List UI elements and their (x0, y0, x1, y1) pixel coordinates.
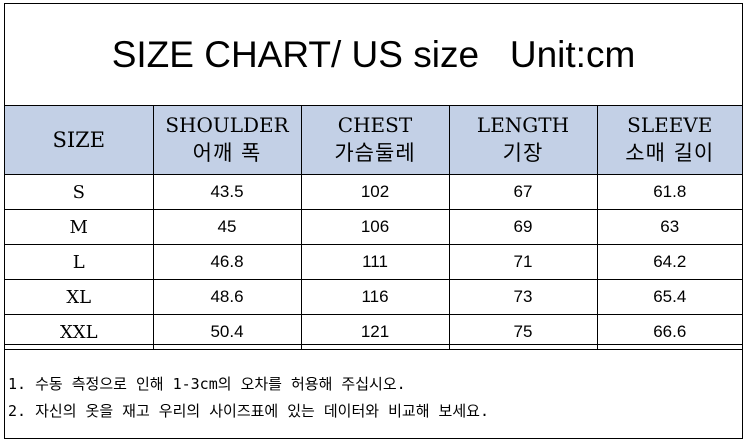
length-cell: 69 (448, 209, 598, 245)
length-cell: 67 (448, 174, 598, 210)
header-shoulder-ko: 어깨 폭 (192, 141, 262, 165)
size-cell: M (5, 209, 154, 245)
header-sleeve: SLEEVE 소매 길이 (596, 106, 742, 175)
chest-cell: 102 (300, 174, 450, 210)
size-cell: S (5, 174, 154, 210)
length-cell: 73 (448, 279, 598, 315)
table-row: XL 48.6 116 73 65.4 (5, 279, 742, 315)
table-row: M 45 106 69 63 (5, 209, 742, 245)
shoulder-cell: 45 (152, 209, 302, 245)
shoulder-cell: 43.5 (152, 174, 302, 210)
sleeve-cell: 61.8 (596, 174, 742, 210)
note-1: 1. 수동 측정으로 인해 1-3cm의 오차를 허용해 주십시오. (8, 375, 406, 393)
chart-title: SIZE CHART/ US size Unit:cm (5, 4, 742, 106)
size-chart: SIZE CHART/ US size Unit:cm SIZE SHOULDE… (4, 3, 743, 439)
header-size: SIZE (5, 106, 154, 175)
header-shoulder-en: SHOULDER (165, 113, 289, 137)
header-length-en: LENGTH (476, 113, 570, 137)
header-chest-en: CHEST (337, 113, 413, 137)
chest-cell: 116 (300, 279, 450, 315)
header-sleeve-ko: 소매 길이 (625, 141, 715, 165)
note-2: 2. 자신의 옷을 재고 우리의 사이즈표에 있는 데이터와 비교해 보세요. (8, 402, 489, 420)
length-cell: 71 (448, 244, 598, 280)
sleeve-cell: 65.4 (596, 279, 742, 315)
table-row: S 43.5 102 67 61.8 (5, 174, 742, 210)
sleeve-cell: 63 (596, 209, 742, 245)
chest-cell: 106 (300, 209, 450, 245)
shoulder-cell: 46.8 (152, 244, 302, 280)
header-sleeve-en: SLEEVE (627, 113, 713, 137)
size-cell: L (5, 244, 154, 280)
table-row: L 46.8 111 71 64.2 (5, 244, 742, 280)
chest-cell: 111 (300, 244, 450, 280)
table-header-row: SIZE SHOULDER 어깨 폭 CHEST 가슴둘레 LENGTH 기장 … (5, 106, 742, 175)
size-table: SIZE SHOULDER 어깨 폭 CHEST 가슴둘레 LENGTH 기장 … (5, 106, 742, 350)
header-chest-ko: 가슴둘레 (334, 141, 416, 165)
header-chest: CHEST 가슴둘레 (300, 106, 450, 175)
notes-section: 1. 수동 측정으로 인해 1-3cm의 오차를 허용해 주십시오. 2. 자신… (5, 344, 742, 438)
size-cell: XL (5, 279, 154, 315)
header-shoulder: SHOULDER 어깨 폭 (152, 106, 302, 175)
header-length-ko: 기장 (502, 141, 544, 165)
sleeve-cell: 64.2 (596, 244, 742, 280)
header-length: LENGTH 기장 (448, 106, 598, 175)
shoulder-cell: 48.6 (152, 279, 302, 315)
